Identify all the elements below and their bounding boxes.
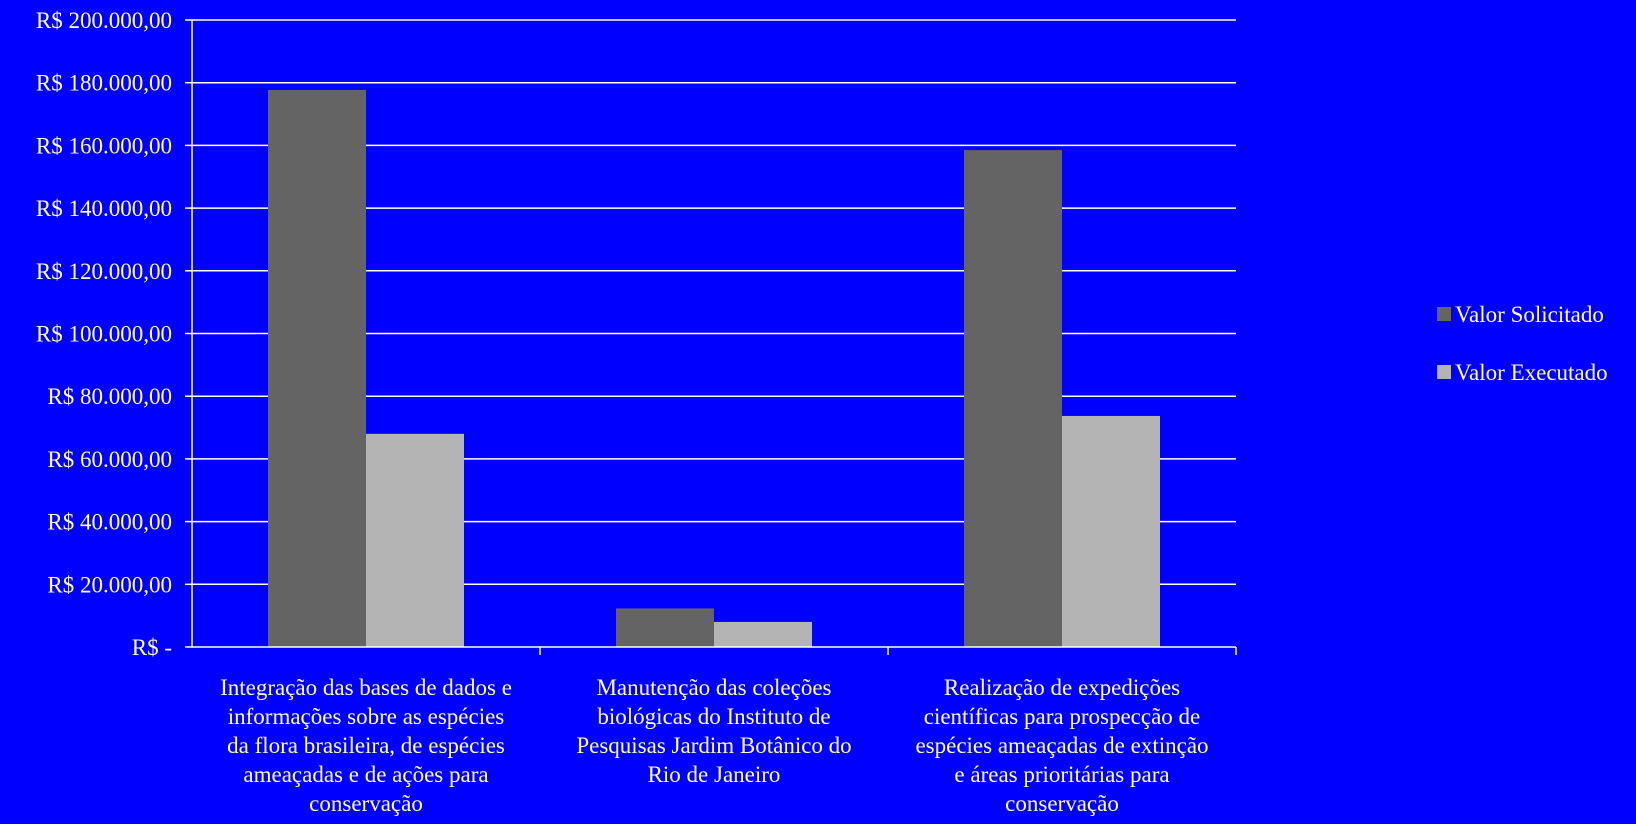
y-tick-label: R$ 140.000,00 xyxy=(36,196,172,221)
x-axis-category-labels: Integração das bases de dados e informaçõ… xyxy=(220,675,1208,816)
legend-swatch xyxy=(1437,307,1451,321)
bars xyxy=(268,89,1160,648)
x-category-label: Realização de expedições científicas para… xyxy=(915,675,1208,816)
legend: Valor Solicitado Valor Executado xyxy=(1437,302,1608,385)
y-tick-label: R$ 120.000,00 xyxy=(36,259,172,284)
y-axis-tick-labels: R$ - R$ 20.000,00 R$ 40.000,00 R$ 60.000,00… xyxy=(36,8,172,660)
y-tick-label: R$ 20.000,00 xyxy=(47,572,172,597)
bar-valor-executado xyxy=(1062,415,1160,647)
bar-valor-solicitado xyxy=(268,89,366,647)
bar-valor-solicitado xyxy=(964,150,1062,648)
legend-swatch xyxy=(1437,365,1451,379)
legend-label: Valor Solicitado xyxy=(1455,302,1604,327)
axes xyxy=(185,19,1237,655)
y-tick-label: R$ 100.000,00 xyxy=(36,322,172,347)
bar-valor-executado xyxy=(714,621,812,647)
bar-valor-solicitado xyxy=(616,608,714,647)
bar-valor-executado xyxy=(366,433,464,647)
legend-label: Valor Executado xyxy=(1455,360,1608,385)
y-tick-label: R$ 180.000,00 xyxy=(36,71,172,96)
y-tick-label: R$ 80.000,00 xyxy=(47,384,172,409)
y-tick-label: R$ 160.000,00 xyxy=(36,133,172,158)
x-category-label: Integração das bases de dados e informaçõ… xyxy=(220,675,512,816)
y-tick-label: R$ 40.000,00 xyxy=(47,510,172,535)
y-tick-label: R$ 200.000,00 xyxy=(36,8,172,33)
y-tick-label: R$ 60.000,00 xyxy=(47,447,172,472)
x-category-label: Manutenção das coleções biológicas do Ins… xyxy=(576,675,851,787)
y-tick-label: R$ - xyxy=(132,635,172,660)
